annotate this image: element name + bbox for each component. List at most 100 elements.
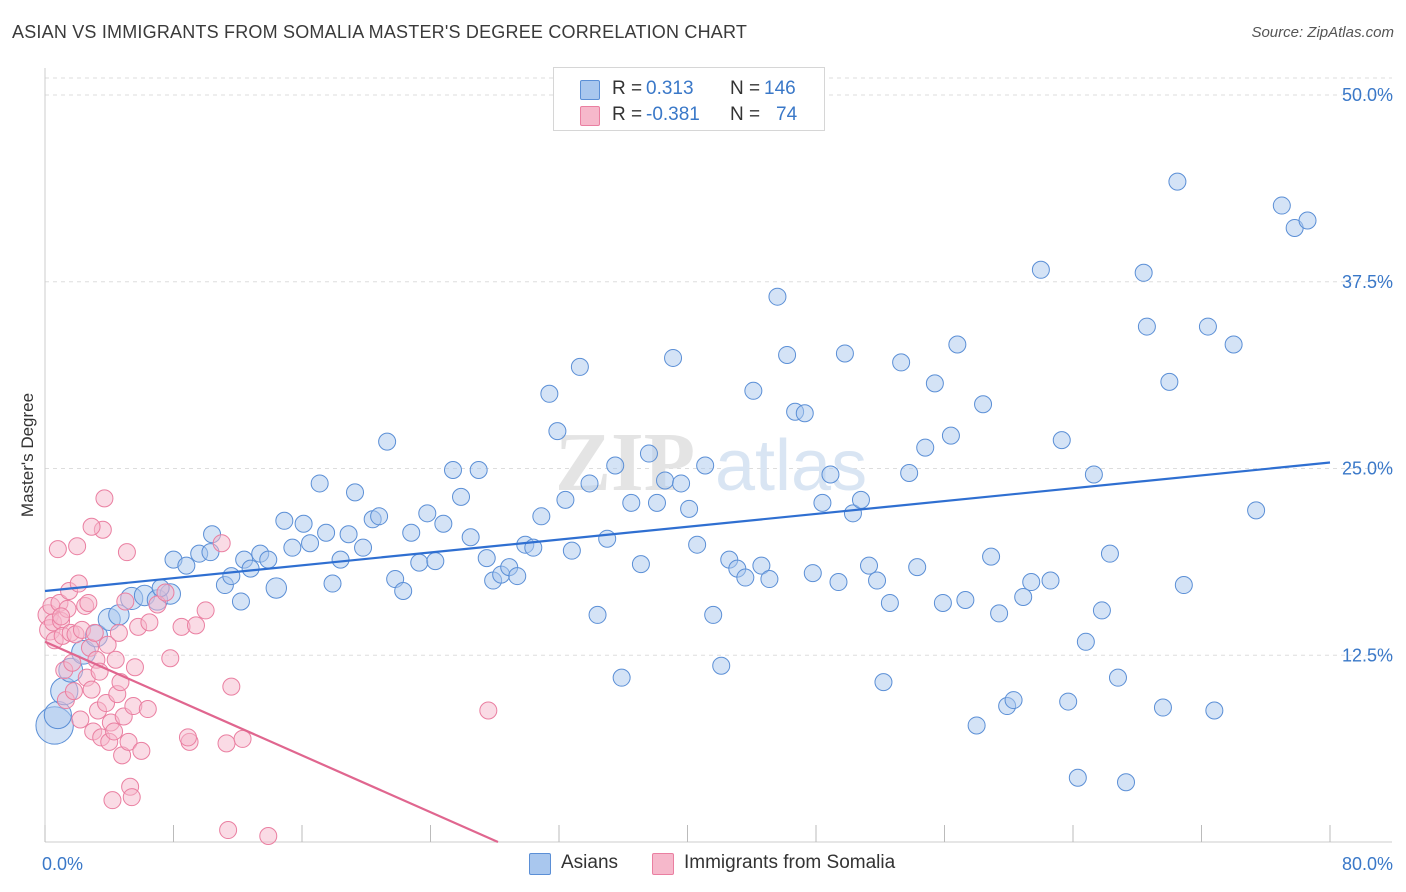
asian-point bbox=[795, 404, 814, 423]
somalia-point bbox=[64, 682, 83, 701]
asian-point bbox=[301, 534, 320, 553]
asian-point bbox=[1134, 263, 1153, 282]
r-label: R = bbox=[612, 104, 643, 125]
x-tick-label: 0.0% bbox=[42, 854, 83, 874]
asian-point bbox=[990, 604, 1009, 623]
asian-point bbox=[1022, 573, 1041, 592]
asian-point bbox=[1092, 601, 1111, 620]
asian-point bbox=[664, 348, 683, 367]
asian-point bbox=[612, 668, 631, 687]
asian-point bbox=[241, 559, 260, 578]
asian-point bbox=[925, 374, 944, 393]
somalia-point bbox=[186, 616, 205, 635]
asian-point bbox=[394, 582, 413, 601]
r-value: -0.381 bbox=[646, 104, 700, 125]
asian-point bbox=[540, 384, 559, 403]
asian-point bbox=[860, 556, 879, 575]
asian-point bbox=[672, 474, 691, 493]
asian-point bbox=[346, 483, 365, 502]
somalia-point bbox=[132, 741, 151, 760]
asian-point bbox=[639, 444, 658, 463]
asian-point bbox=[310, 474, 329, 493]
asian-point bbox=[908, 558, 927, 577]
somalia-point bbox=[259, 827, 278, 846]
somalia-point bbox=[117, 543, 136, 562]
x-tick-label: 80.0% bbox=[1342, 854, 1393, 874]
somalia-point bbox=[222, 677, 241, 696]
somalia-swatch bbox=[580, 106, 600, 126]
somalia-point bbox=[82, 517, 101, 536]
n-value: 146 bbox=[764, 78, 796, 99]
asians-legend-swatch bbox=[529, 853, 551, 875]
somalia-point bbox=[219, 821, 238, 840]
asian-point bbox=[631, 555, 650, 574]
asian-point bbox=[704, 605, 723, 624]
asian-point bbox=[752, 556, 771, 575]
somalia-trendline bbox=[44, 640, 499, 844]
asian-point bbox=[177, 556, 196, 575]
asian-point bbox=[956, 590, 975, 609]
asian-point bbox=[370, 507, 389, 526]
somalia-point bbox=[98, 635, 117, 654]
somalia-point bbox=[68, 537, 87, 556]
watermark-zip: ZIP bbox=[555, 416, 695, 509]
asian-point bbox=[461, 528, 480, 547]
trend-layer bbox=[44, 461, 1331, 844]
somalia-point bbox=[52, 607, 71, 626]
somalia-point bbox=[233, 729, 252, 748]
r-label: R = bbox=[612, 78, 643, 99]
asian-point bbox=[982, 547, 1001, 566]
asian-point bbox=[948, 335, 967, 354]
asian-point bbox=[1198, 317, 1217, 336]
asian-point bbox=[768, 287, 787, 306]
y-tick-label: 50.0% bbox=[1342, 85, 1393, 105]
asian-point bbox=[1076, 632, 1095, 651]
asian-point bbox=[1160, 372, 1179, 391]
r-value: 0.313 bbox=[646, 78, 694, 99]
asian-point bbox=[1052, 431, 1071, 450]
n-value: 74 bbox=[776, 104, 798, 125]
somalia-point bbox=[138, 700, 157, 719]
asian-point bbox=[231, 592, 250, 611]
somalia-point bbox=[156, 583, 175, 602]
asian-point bbox=[452, 487, 471, 506]
asian-point bbox=[265, 577, 287, 599]
asian-point bbox=[778, 345, 797, 364]
y-tick-label: 25.0% bbox=[1342, 459, 1393, 479]
asian-point bbox=[835, 344, 854, 363]
asian-point bbox=[1014, 587, 1033, 606]
asian-point bbox=[588, 605, 607, 624]
asian-point bbox=[548, 422, 567, 441]
asian-point bbox=[378, 432, 397, 451]
asian-point bbox=[622, 493, 641, 512]
asian-point bbox=[1100, 544, 1119, 563]
n-label: N = bbox=[730, 78, 761, 99]
asian-point bbox=[880, 593, 899, 612]
somalia-point bbox=[71, 710, 90, 729]
asian-point bbox=[1224, 335, 1243, 354]
tick-labels: 12.5% 25.0% 37.5% 50.0% 0.0% 80.0% bbox=[42, 85, 1393, 874]
asians-trendline bbox=[44, 461, 1331, 593]
asian-point bbox=[1004, 691, 1023, 710]
asian-point bbox=[283, 538, 302, 557]
somalia-point bbox=[79, 593, 98, 612]
legend-row-somalia: R = -0.381 N = 74 bbox=[554, 102, 824, 128]
somalia-point bbox=[178, 728, 197, 747]
asian-point bbox=[1137, 317, 1156, 336]
asian-point bbox=[1084, 465, 1103, 484]
asian-point bbox=[680, 499, 699, 518]
somalia-legend-swatch bbox=[652, 853, 674, 875]
somalia-point bbox=[105, 722, 124, 741]
asian-point bbox=[1168, 172, 1187, 191]
somalia-point bbox=[124, 697, 143, 716]
somalia-point bbox=[95, 489, 114, 508]
asian-point bbox=[744, 381, 763, 400]
asian-point bbox=[933, 593, 952, 612]
asian-point bbox=[916, 438, 935, 457]
asian-point bbox=[275, 511, 294, 530]
asian-point bbox=[354, 538, 373, 557]
asian-point bbox=[331, 550, 350, 569]
asian-point bbox=[443, 460, 462, 479]
asian-point bbox=[426, 552, 445, 571]
series-asians bbox=[35, 172, 1317, 792]
